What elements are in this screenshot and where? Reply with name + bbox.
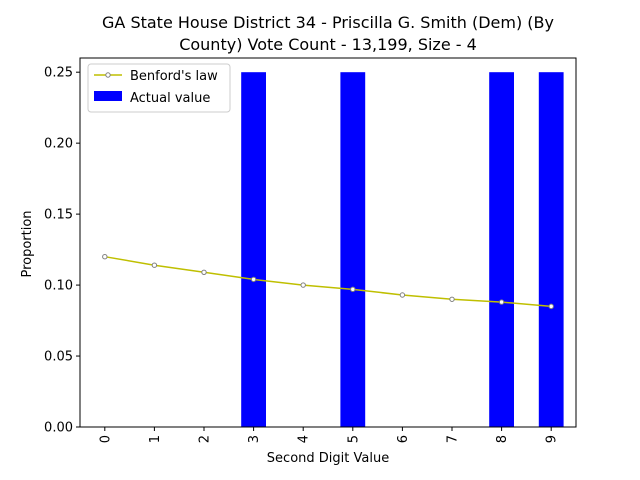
x-axis-label: Second Digit Value	[267, 451, 389, 466]
plot-frame	[79, 57, 577, 428]
legend: Benford's law Actual value	[87, 63, 231, 113]
y-tick-label: 0.15	[44, 208, 73, 223]
y-tick-label: 0.20	[44, 137, 73, 152]
bar-digit-9	[538, 72, 564, 427]
x-tick-label: 2	[198, 435, 213, 443]
x-tick-label: 6	[396, 435, 411, 443]
x-tick-label: 4	[297, 435, 312, 443]
legend-bar-swatch	[94, 91, 122, 101]
bar-digit-3	[241, 72, 266, 427]
x-tick-label: 8	[495, 435, 510, 443]
benford-point-2	[201, 269, 207, 276]
legend-label-actual: Actual value	[130, 91, 210, 106]
y-tick-label: 0.25	[44, 66, 73, 81]
benford-line	[104, 255, 552, 308]
x-tick-label: 9	[545, 435, 560, 443]
benford-point-7	[449, 296, 455, 302]
benford-point-1	[151, 262, 158, 268]
x-tick-label: 0	[98, 435, 113, 443]
chart-title-line2: County) Vote Count - 13,199, Size - 4	[179, 35, 477, 54]
x-tick-label: 7	[446, 435, 461, 443]
benford-point-0	[102, 253, 108, 260]
y-tick-label: 0.10	[44, 279, 73, 294]
bar-digit-8	[489, 72, 514, 427]
y-tick-label: 0.05	[44, 350, 73, 365]
plot-area: 0.00 0.05 0.10 0.15 0.20 0.25 0 1 2 3 4 5 6 7 8 9	[44, 57, 577, 443]
benford-point-8	[498, 299, 505, 305]
y-tick-label: 0.00	[44, 421, 73, 436]
benford-point-4	[300, 282, 306, 288]
x-tick-label: 3	[247, 435, 262, 443]
legend-label-benford: Benford's law	[130, 69, 218, 84]
x-tick-label: 5	[346, 435, 361, 443]
y-axis-label: Proportion	[20, 210, 35, 277]
benford-point-9	[548, 303, 554, 310]
legend-frame	[87, 63, 231, 113]
benford-point-3	[250, 276, 257, 283]
benford-point-5	[350, 286, 356, 293]
x-tick-label: 1	[148, 435, 163, 443]
chart-title-line1: GA State House District 34 - Priscilla G…	[102, 13, 554, 32]
bar-digit-5	[340, 72, 366, 427]
benford-point-6	[399, 292, 406, 298]
legend-marker-swatch	[105, 72, 111, 78]
